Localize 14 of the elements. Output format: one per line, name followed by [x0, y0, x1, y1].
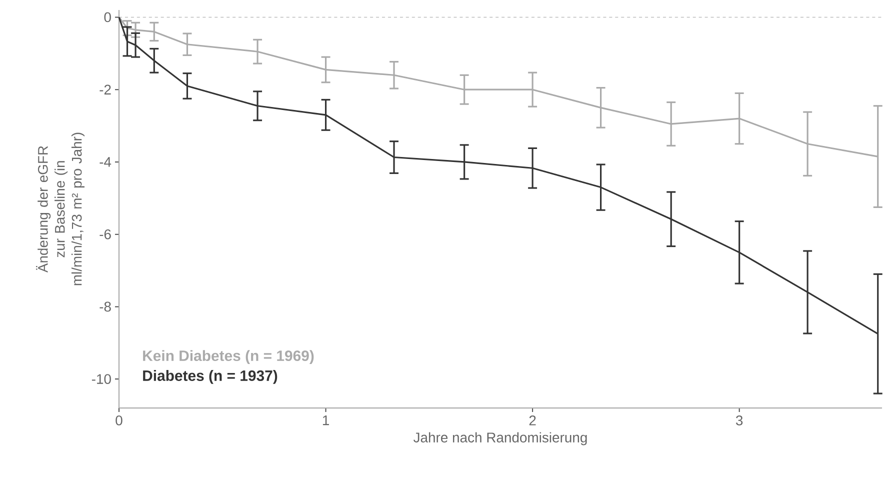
x-tick-label: 2: [529, 415, 536, 426]
text: Diabetes (n = 1937): [143, 370, 278, 384]
y-tick-label: 0: [104, 12, 111, 22]
y-tick-label: -8: [100, 302, 111, 312]
y-axis-title: Änderung der eGFR zur Baseline (in ml/min/1,73 m² pro Jahr): [36, 132, 84, 286]
y-tick-label: -2: [100, 84, 111, 94]
y-tick-label: -6: [100, 229, 111, 240]
x-axis-title: Jahre nach Randomisierung: [413, 432, 587, 446]
x-tick-label: 0: [116, 415, 122, 426]
y-tick-label: -10: [92, 374, 111, 384]
text: Kein Diabetes (n = 1969): [143, 350, 314, 364]
y-tick-label: -4: [100, 157, 112, 167]
x-tick-label: 1: [322, 416, 329, 426]
x-tick-label: 3: [736, 415, 743, 426]
